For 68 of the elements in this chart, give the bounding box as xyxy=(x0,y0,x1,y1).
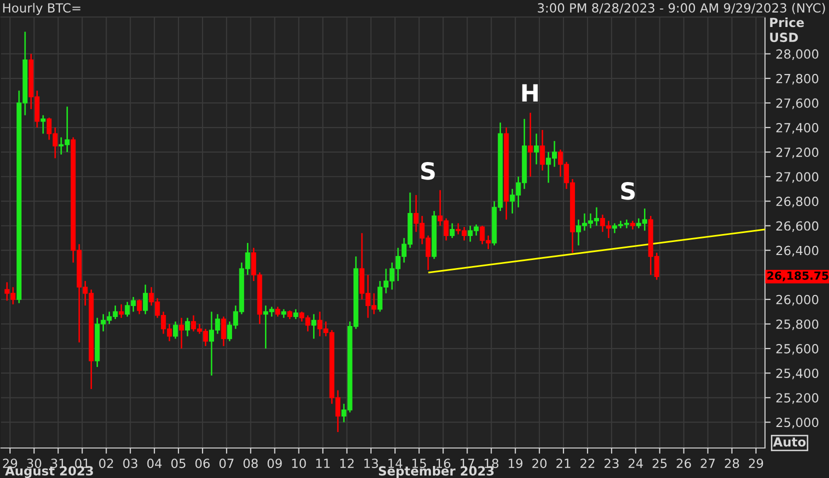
candlestick xyxy=(221,316,226,347)
candlestick xyxy=(450,222,455,239)
candlestick xyxy=(136,298,142,315)
x-tick-label: 10 xyxy=(292,458,306,468)
candlestick xyxy=(142,284,148,315)
x-tick-label: 18 xyxy=(484,458,498,468)
candlestick xyxy=(179,317,184,350)
y-tick-label: 26,800 xyxy=(776,196,818,208)
y-tick-label: 25,200 xyxy=(776,393,818,404)
y-tick-label: 25,600 xyxy=(776,344,818,355)
y-tick-label: 27,400 xyxy=(776,122,818,134)
x-tick-label: 14 xyxy=(388,458,402,468)
y-axis-title: Price USD xyxy=(770,17,804,42)
x-tick-label: 30 xyxy=(27,458,42,468)
candlestick xyxy=(40,114,46,134)
x-tick-label: 06 xyxy=(195,458,210,468)
x-tick-label: 16 xyxy=(436,458,450,468)
y-tick-label: 27,000 xyxy=(776,172,818,183)
x-tick-label: 20 xyxy=(532,458,547,468)
x-tick-label: 02 xyxy=(99,458,113,468)
candlestick xyxy=(293,308,298,320)
candlestick xyxy=(118,304,124,319)
annotation: S xyxy=(421,162,435,180)
y-tick-label: 26,600 xyxy=(776,221,818,232)
y-tick-label: 25,000 xyxy=(776,418,818,428)
x-tick-label: 29 xyxy=(2,458,18,468)
chart-subtitle: 3:00 PM 8/28/2023 - 9:00 AM 9/29/2023 (NYC) xyxy=(538,2,825,14)
y-tick-label: 26,400 xyxy=(776,246,818,257)
y-tick-label: 26,000 xyxy=(776,294,818,306)
x-tick-label: 05 xyxy=(171,458,186,468)
x-tick-label: 12 xyxy=(340,458,354,468)
annotation: H xyxy=(522,84,538,102)
y-tick-label: 25,400 xyxy=(776,368,818,380)
x-tick-label: 29 xyxy=(748,458,764,468)
annotation: S xyxy=(621,182,635,200)
x-tick-label: 21 xyxy=(556,458,570,468)
x-tick-label: 07 xyxy=(219,458,234,468)
x-tick-label: 04 xyxy=(147,458,162,468)
chart-title: Hourly BTC= xyxy=(3,2,80,16)
text: September 2023 xyxy=(378,466,494,478)
y-tick-label: 27,800 xyxy=(776,74,818,85)
y-tick-label: 28,000 xyxy=(776,49,818,60)
x-tick-label: 28 xyxy=(724,458,740,468)
y-tick-label: 27,600 xyxy=(776,98,818,110)
x-tick-label: 15 xyxy=(412,458,426,468)
candlestick xyxy=(172,320,178,340)
candlestick xyxy=(540,129,545,172)
x-tick-label: 23 xyxy=(604,458,619,468)
x-tick-label: 25 xyxy=(652,458,667,468)
text: Auto xyxy=(773,437,806,447)
candlestick xyxy=(185,317,190,337)
y-tick-label: 25,800 xyxy=(776,319,818,330)
y-tick-label: 27,200 xyxy=(776,148,818,158)
x-tick-label: 26 xyxy=(676,458,691,468)
x-tick-label: 03 xyxy=(123,458,138,468)
x-tick-label: 11 xyxy=(316,458,330,468)
x-tick-label: 24 xyxy=(628,458,643,468)
candlestick xyxy=(311,313,316,340)
x-tick-label: 08 xyxy=(244,458,258,468)
x-tick-label: 13 xyxy=(364,458,378,468)
x-tick-label: 09 xyxy=(268,458,282,468)
x-tick-label: 19 xyxy=(508,458,522,468)
text: 26,185.75 xyxy=(767,271,828,282)
x-tick-label: 22 xyxy=(580,458,594,468)
x-tick-label: 27 xyxy=(700,458,715,468)
candlestick xyxy=(275,306,280,318)
candlestick xyxy=(528,112,533,178)
candlestick xyxy=(534,132,539,166)
